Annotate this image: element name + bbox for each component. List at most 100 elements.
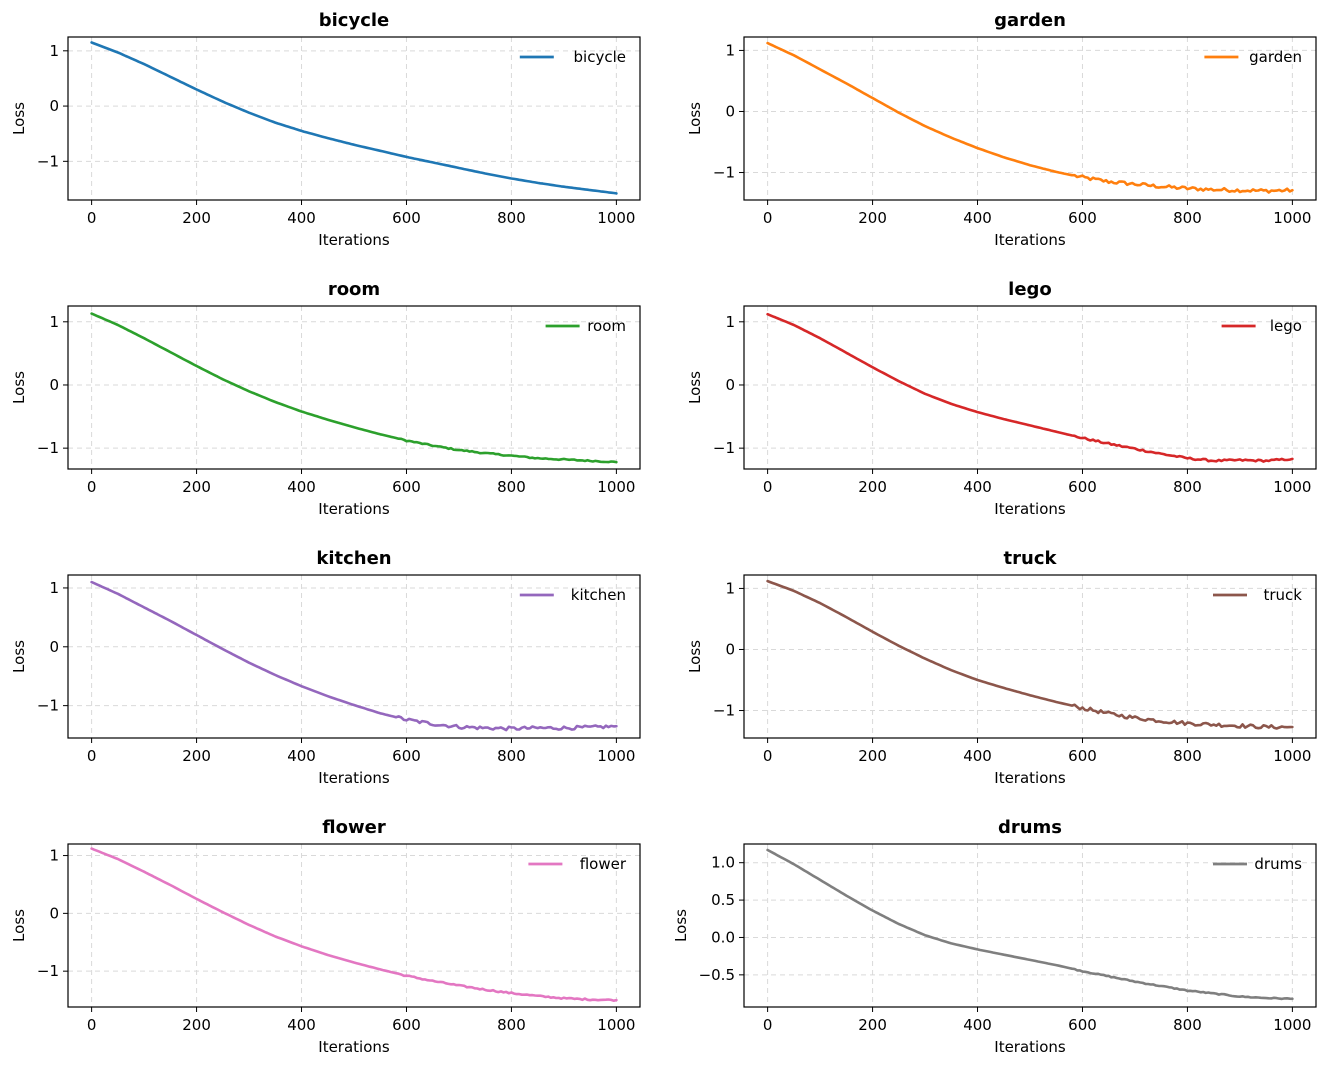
x-tick-label: 600 — [1068, 209, 1097, 227]
series-line-room — [90, 312, 618, 464]
legend-label: truck — [1264, 586, 1303, 604]
y-tick-label: −1 — [713, 439, 735, 457]
x-tick-label: 600 — [392, 1016, 421, 1034]
y-axis-label: Loss — [10, 371, 28, 404]
plot-frame — [67, 36, 641, 201]
y-axis-label: Loss — [672, 909, 690, 942]
y-tick-label: 1 — [725, 41, 735, 59]
y-tick-label: 1.0 — [711, 854, 735, 872]
x-axis-label: Iterations — [318, 231, 390, 249]
series-line-garden — [766, 41, 1294, 194]
chart-panel: lego 0 200 400 600 800 1000 1 0 −1 lego Iterations L… — [686, 279, 1317, 518]
plot-frame — [743, 36, 1317, 201]
x-tick-label: 800 — [1173, 747, 1202, 765]
y-axis-label: Loss — [10, 909, 28, 942]
y-tick-label: 0.5 — [711, 891, 735, 909]
y-tick-label: −1 — [37, 439, 59, 457]
x-tick-label: 400 — [963, 747, 992, 765]
plot-frame — [67, 574, 641, 739]
legend-label: kitchen — [571, 586, 626, 604]
x-tick-label: 0 — [87, 1016, 97, 1034]
chart-title: lego — [1008, 279, 1052, 300]
legend-label: drums — [1254, 855, 1302, 873]
x-tick-label: 200 — [858, 747, 887, 765]
x-axis-label: Iterations — [994, 1038, 1066, 1056]
legend-label: flower — [580, 855, 627, 873]
x-tick-label: 800 — [1173, 209, 1202, 227]
y-tick-label: 1 — [49, 847, 59, 865]
x-tick-label: 800 — [497, 478, 526, 496]
y-tick-label: 0 — [725, 376, 735, 394]
y-tick-label: 0 — [49, 376, 59, 394]
chart-panel: garden 0 200 400 600 800 1000 1 0 −1 garden Iterati… — [686, 10, 1317, 249]
plot-frame — [743, 843, 1317, 1008]
x-axis-label: Iterations — [318, 1038, 390, 1056]
y-tick-label: 1 — [725, 579, 735, 597]
plot-frame — [67, 843, 641, 1008]
series-line-flower — [90, 847, 618, 1002]
x-tick-label: 800 — [497, 209, 526, 227]
chart-title: drums — [998, 817, 1062, 838]
series-line-kitchen — [90, 580, 618, 732]
x-tick-label: 600 — [1068, 478, 1097, 496]
x-tick-label: 200 — [858, 209, 887, 227]
x-tick-label: 0 — [87, 209, 97, 227]
x-tick-label: 600 — [1068, 747, 1097, 765]
x-tick-label: 0 — [87, 478, 97, 496]
series-line-drums — [766, 848, 1294, 1001]
x-tick-label: 0 — [763, 209, 773, 227]
y-tick-label: 0 — [49, 904, 59, 922]
plot-frame — [67, 305, 641, 470]
y-tick-label: −1 — [713, 702, 735, 720]
x-tick-label: 600 — [392, 209, 421, 227]
x-tick-label: 800 — [497, 747, 526, 765]
plot-frame — [743, 305, 1317, 470]
x-tick-label: 1000 — [597, 747, 635, 765]
series-line-lego — [766, 312, 1294, 463]
x-tick-label: 800 — [1173, 478, 1202, 496]
y-tick-label: 1 — [725, 313, 735, 331]
x-tick-label: 800 — [497, 1016, 526, 1034]
y-tick-label: 0.0 — [711, 928, 735, 946]
x-tick-label: 400 — [287, 747, 316, 765]
y-tick-label: 1 — [49, 42, 59, 60]
chart-title: bicycle — [319, 10, 390, 31]
y-tick-label: −1 — [37, 962, 59, 980]
x-tick-label: 400 — [963, 478, 992, 496]
y-tick-label: −1 — [713, 164, 735, 182]
x-tick-label: 1000 — [597, 478, 635, 496]
plot-frame — [743, 574, 1317, 739]
y-axis-label: Loss — [10, 102, 28, 135]
series-line-truck — [766, 579, 1294, 730]
y-tick-label: 0 — [725, 640, 735, 658]
x-tick-label: 200 — [858, 478, 887, 496]
x-tick-label: 200 — [182, 1016, 211, 1034]
chart-panel: flower 0 200 400 600 800 1000 1 0 −1 flower Iterati… — [10, 817, 641, 1056]
x-tick-label: 1000 — [1273, 209, 1311, 227]
y-tick-label: 1 — [49, 313, 59, 331]
x-tick-label: 600 — [392, 478, 421, 496]
x-axis-label: Iterations — [994, 769, 1066, 787]
x-tick-label: 1000 — [1273, 1016, 1311, 1034]
legend-label: bicycle — [574, 48, 626, 66]
chart-panel: kitchen 0 200 400 600 800 1000 1 0 −1 kitchen Itera… — [10, 548, 641, 787]
x-tick-label: 400 — [287, 478, 316, 496]
legend-label: lego — [1270, 317, 1302, 335]
y-axis-label: Loss — [686, 640, 704, 673]
x-tick-label: 200 — [858, 1016, 887, 1034]
x-tick-label: 1000 — [1273, 747, 1311, 765]
y-axis-label: Loss — [686, 102, 704, 135]
x-tick-label: 200 — [182, 747, 211, 765]
chart-panel: drums 0 200 400 600 800 1000 1.0 0.5 0.0 −0.5 drums… — [672, 817, 1317, 1056]
y-tick-label: 0 — [49, 638, 59, 656]
x-tick-label: 400 — [963, 1016, 992, 1034]
chart-panel: room 0 200 400 600 800 1000 1 0 −1 room Iterations L… — [10, 279, 641, 518]
chart-title: room — [328, 279, 380, 300]
x-tick-label: 0 — [87, 747, 97, 765]
chart-panel: bicycle 0 200 400 600 800 1000 1 0 −1 bicycle Itera… — [10, 10, 641, 249]
x-tick-label: 200 — [182, 478, 211, 496]
x-tick-label: 0 — [763, 1016, 773, 1034]
x-axis-label: Iterations — [318, 500, 390, 518]
chart-title: garden — [994, 10, 1066, 31]
